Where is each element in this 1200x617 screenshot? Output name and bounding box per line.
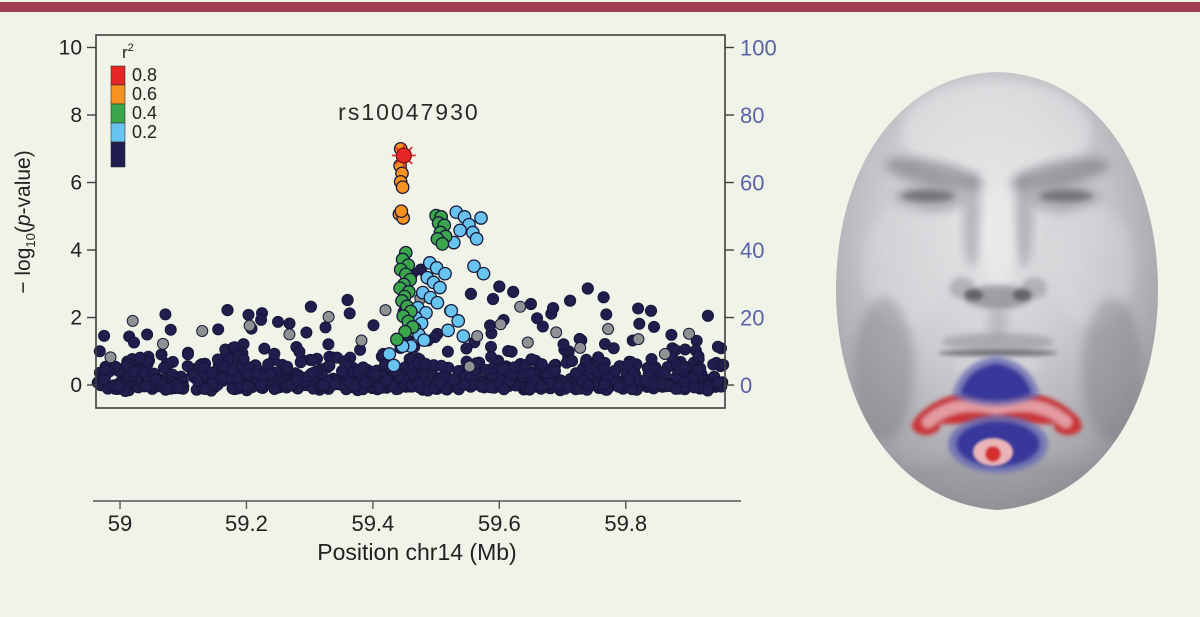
svg-text:6: 6 <box>70 172 82 195</box>
legend-swatch <box>110 141 126 168</box>
svg-text:4: 4 <box>70 239 82 262</box>
legend-swatch <box>110 103 126 124</box>
svg-text:59.2: 59.2 <box>225 511 268 536</box>
y-axis-left: 0 2 4 6 8 10 − log10(p-value) <box>12 36 96 397</box>
svg-text:100: 100 <box>740 35 777 60</box>
svg-text:0: 0 <box>70 374 82 397</box>
svg-text:59.6: 59.6 <box>478 511 521 536</box>
forehead-highlight <box>902 80 1092 184</box>
lead-snp-marker: rs10047930 <box>338 99 480 168</box>
svg-text:10: 10 <box>59 36 82 59</box>
philtrum-shadow <box>988 306 1008 338</box>
legend-label: 0.8 <box>132 65 157 85</box>
legend-label: 0.2 <box>132 122 157 142</box>
svg-text:59.8: 59.8 <box>604 511 647 536</box>
svg-text:80: 80 <box>740 103 764 128</box>
upper-lip-shadow <box>942 333 1054 351</box>
right-cheek-highlight <box>1050 203 1134 327</box>
chin-heatmap-upper-blue <box>960 363 1032 401</box>
chin-heatmap <box>912 356 1082 473</box>
left-nostril <box>965 289 983 301</box>
left-jaw-shadow <box>854 298 914 442</box>
nose-ridge-highlight <box>982 182 1014 298</box>
right-eye <box>1040 190 1092 202</box>
legend-swatch <box>110 122 126 143</box>
x-axis-title: Position chr14 (Mb) <box>317 539 516 565</box>
svg-text:20: 20 <box>740 306 764 331</box>
snp-label: rs10047930 <box>338 99 480 125</box>
left-cheek-highlight <box>862 203 946 327</box>
scatter-points <box>91 141 730 397</box>
svg-text:0: 0 <box>740 373 752 398</box>
svg-text:59: 59 <box>108 511 132 536</box>
left-eye <box>902 190 954 202</box>
legend-swatch <box>110 84 126 105</box>
y-axis-title: − log10(p-value) <box>12 150 38 293</box>
legend-label: 0.4 <box>132 103 157 123</box>
nose-bridge-shadow-right <box>1015 172 1033 268</box>
svg-text:59.4: 59.4 <box>351 511 394 536</box>
regional-association-plot: rs10047930 0 2 4 6 8 10 − log10(p-value) 0 20 40 60… <box>12 34 777 565</box>
y-axis-right: 0 20 40 60 80 100 <box>725 35 777 398</box>
right-nostril <box>1013 289 1031 301</box>
legend-label: 0.6 <box>132 84 157 104</box>
nose-base-shadow <box>964 285 1032 309</box>
svg-text:8: 8 <box>70 104 82 127</box>
nose-bridge-shadow-left <box>963 172 981 268</box>
legend-title: r2 <box>122 42 134 62</box>
face-heatmap-panel <box>835 72 1159 510</box>
chin-heatmap-pink-stripe <box>922 399 1072 428</box>
right-brow-shadow <box>1011 157 1109 191</box>
mouth-line <box>938 349 1058 357</box>
chin-heatmap-red-spot <box>985 446 1001 462</box>
svg-text:40: 40 <box>740 238 764 263</box>
top-border-bar <box>0 2 1200 12</box>
x-axis: 59 59.2 59.4 59.6 59.8 Position chr14 (Mb) <box>93 500 741 565</box>
svg-text:60: 60 <box>740 171 764 196</box>
right-jaw-shadow <box>1082 298 1142 442</box>
svg-text:2: 2 <box>70 307 82 330</box>
plot-border <box>95 34 726 409</box>
ld-legend: r2 0.80.60.40.2 <box>110 42 157 168</box>
left-brow-shadow <box>885 157 983 191</box>
legend-swatch <box>110 65 126 86</box>
